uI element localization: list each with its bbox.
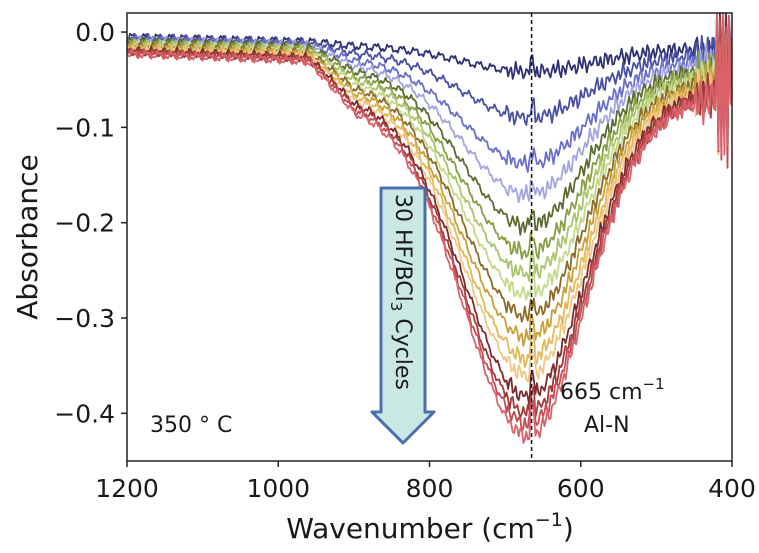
cycles-arrow: 30 HF/BCl3 Cycles (370, 186, 436, 445)
y-tick-label: −0.4 (54, 399, 115, 428)
axis-layer: 1200 1000 800 600 400 0.0 −0.1 −0.2 −0.3 −0.4 (54, 18, 756, 503)
y-axis-label: Absorbance (11, 154, 44, 319)
cycles-label: 30 HF/BCl3 Cycles (387, 194, 415, 390)
y-tick-label: 0.0 (75, 18, 115, 47)
y-tick-label: −0.2 (54, 209, 115, 238)
x-tick-label: 1200 (95, 474, 159, 503)
spectrum-line-4 (127, 13, 732, 204)
down-arrow-icon (370, 186, 436, 445)
spectrum-line-13 (127, 13, 732, 407)
series-layer (127, 13, 732, 444)
x-tick-label: 800 (406, 474, 454, 503)
peak-label-wavenumber: 665 cm−1 (560, 375, 665, 405)
temperature-label: 350 ° C (150, 413, 232, 438)
y-tick-label: −0.3 (54, 304, 115, 333)
x-axis-label: Wavenumber (cm−1) (286, 509, 574, 545)
y-tick-label: −0.1 (54, 113, 115, 142)
x-tick-label: 600 (557, 474, 605, 503)
spectrum-line-3 (127, 14, 732, 173)
spectrum-line-16 (127, 13, 732, 444)
peak-label-name: Al-N (584, 413, 630, 438)
x-tick-label: 400 (708, 474, 756, 503)
x-tick-label: 1000 (246, 474, 310, 503)
